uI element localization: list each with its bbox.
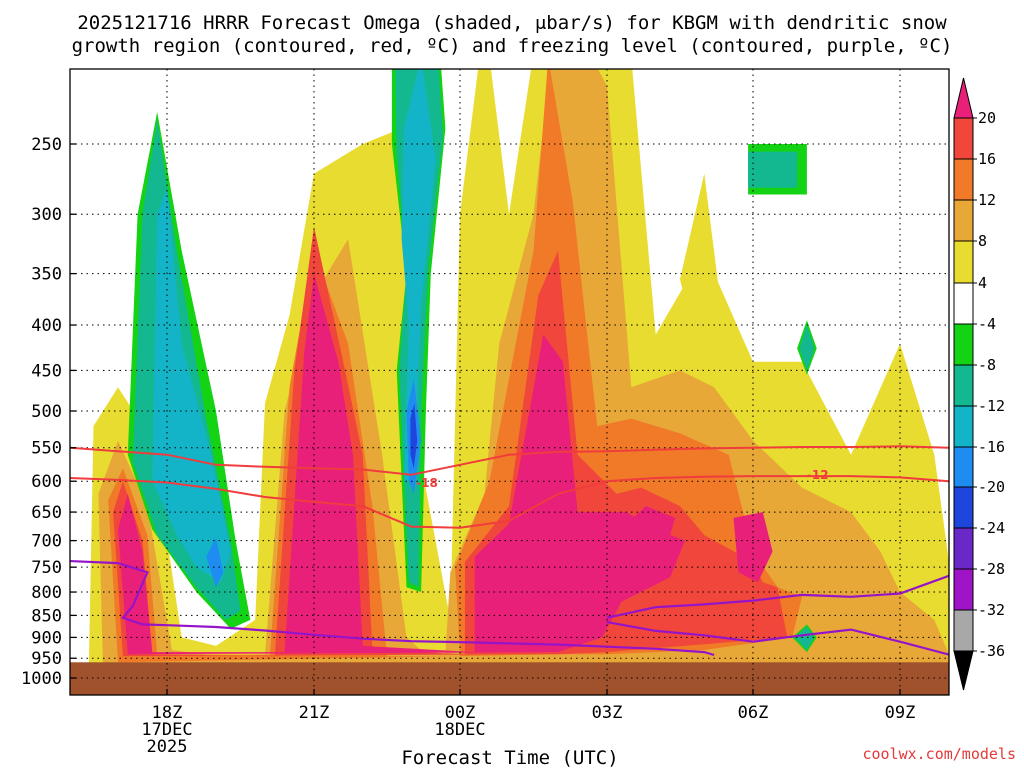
y-tick-350: 350 [31,265,62,285]
chart-title-line-2: growth region (contoured, red, ºC) and f… [72,35,953,57]
colorbar-label-12: 12 [978,191,996,209]
x-tick-5-line1: 09Z [885,703,916,723]
colorbar-label-neg8: -8 [978,356,996,374]
colorbar-segment-2 [953,158,974,201]
omega-shade-neg8 [799,325,815,371]
y-tick-250: 250 [31,135,62,155]
colorbar-label-neg16: -16 [978,438,1005,456]
y-tick-900: 900 [31,628,62,648]
omega-shade-neg8 [748,151,798,188]
omega-level-20 [118,273,773,655]
colorbar-segment-3 [953,199,974,242]
omega-level-neg20 [410,403,418,469]
dgz-contours: -18 -12 [70,445,949,529]
colorbar-segment-1 [953,117,974,160]
dgz-label-neg12: -12 [807,468,829,482]
y-tick-650: 650 [31,503,62,523]
dgz-label-neg18: -18 [416,476,438,490]
omega-shade-20 [626,506,676,562]
x-tick-0-line3: 2025 [147,737,188,757]
omega-shade-neg12 [401,69,436,482]
freezing-level-contour-0 [70,559,715,657]
plot-area: -18 -12 [70,69,949,695]
y-tick-500: 500 [31,402,62,422]
colorbar-segment-9 [953,446,974,488]
colorbar-label-16: 16 [978,150,996,168]
colorbar-segment-12 [953,568,974,611]
ground-fill [70,662,949,695]
omega-shading [88,69,949,678]
x-tick-2-line1: 00Z [445,703,476,723]
y-tick-450: 450 [31,361,62,381]
colorbar-segment-13 [953,609,974,652]
y-tick-300: 300 [31,205,62,225]
plot-frame [69,68,950,696]
y-tick-600: 600 [31,472,62,492]
omega-shade-4 [680,173,719,362]
x-axis-label: Forecast Time (UTC) [401,747,618,768]
y-tick-400: 400 [31,316,62,336]
colorbar-label-neg32: -32 [978,601,1005,619]
y-tick-950: 950 [31,649,62,669]
colorbar-segment-10 [953,486,974,529]
freezing-level-contours [70,559,949,657]
y-tick-850: 850 [31,606,62,626]
x-tick-1-line1: 21Z [299,703,330,723]
y-tick-1000: 1000 [21,669,62,689]
x-tick-0-line2: 17DEC [141,720,192,740]
colorbar-label-neg28: -28 [978,560,1005,578]
omega-shade-neg8 [794,626,815,650]
y-axis-ticks: 2503003504004505005506006507007508008509… [21,135,76,689]
dgz-contour-neg12 [70,445,949,476]
colorbar-segment-6 [953,323,974,366]
freezing-level-contour-1 [606,574,949,619]
y-tick-750: 750 [31,558,62,578]
x-tick-3-line1: 03Z [592,703,623,723]
colorbar-label-4: 4 [978,274,987,292]
freezing-level-contour-2 [606,621,949,656]
omega-shade-neg16 [206,537,224,588]
omega-shade-neg20 [410,403,418,469]
x-tick-0-line1: 18Z [152,703,183,723]
omega-shade-20 [733,512,773,583]
colorbar-segment-7 [953,364,974,407]
colorbar-label-neg20: -20 [978,478,1005,496]
colorbar-label-neg24: -24 [978,519,1005,537]
x-tick-2-line2: 18DEC [434,720,485,740]
colorbar-label-neg4: -4 [978,315,996,333]
colorbar-label-20: 20 [978,109,996,127]
dgz-contour-neg18 [70,475,949,529]
colorbar-label-neg36: -36 [978,642,1005,660]
colorbar: 20 16 12 8 4 -4 -8 -12 -16 -20 -24 -28 -32 -36 [953,77,1005,691]
colorbar-label-8: 8 [978,232,987,250]
y-tick-800: 800 [31,583,62,603]
colorbar-segment-11 [953,527,974,570]
colorbar-segment-4 [953,240,974,284]
colorbar-segment-14 [953,650,974,691]
site-credit: coolwx.com/models [862,745,1016,763]
x-tick-4-line1: 06Z [738,703,769,723]
chart-title-line-1: 2025121716 HRRR Forecast Omega (shaded, … [77,12,947,34]
colorbar-segment-8 [953,405,974,448]
colorbar-segment-0 [953,77,974,119]
colorbar-segment-5 [953,282,974,325]
omega-shade-20 [118,273,685,655]
colorbar-label-neg12: -12 [978,397,1005,415]
y-tick-550: 550 [31,439,62,459]
y-tick-700: 700 [31,532,62,552]
